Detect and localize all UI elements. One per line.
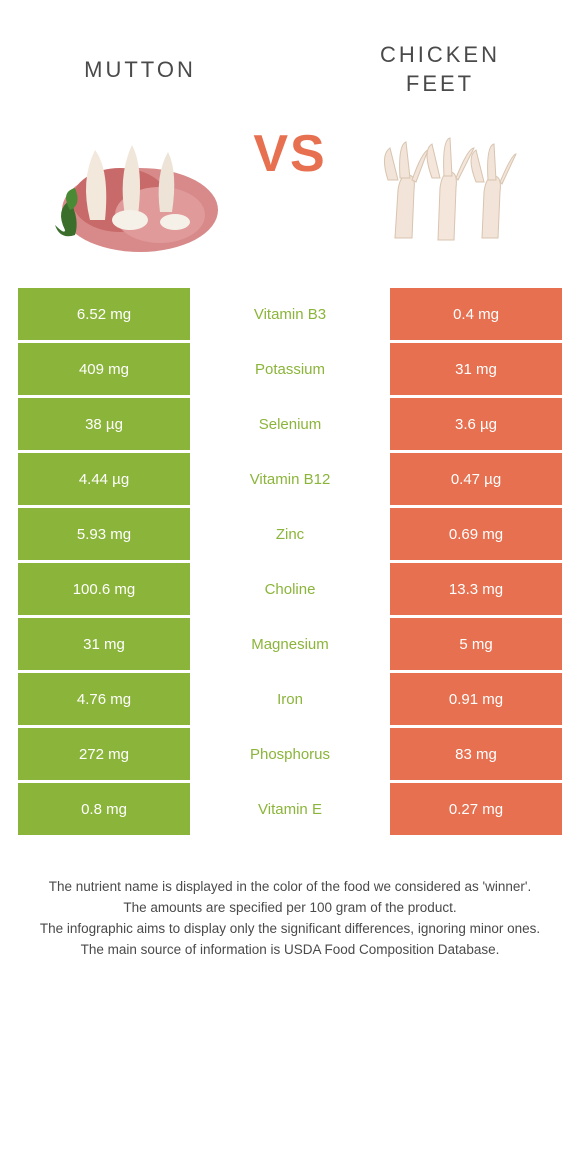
right-value: 13.3 mg bbox=[390, 563, 562, 615]
right-value: 5 mg bbox=[390, 618, 562, 670]
footnote: The main source of information is USDA F… bbox=[28, 941, 552, 960]
nutrient-label: Selenium bbox=[190, 398, 390, 450]
left-value: 4.76 mg bbox=[18, 673, 190, 725]
mutton-image bbox=[40, 120, 240, 260]
right-value: 0.47 µg bbox=[390, 453, 562, 505]
nutrient-row: 38 µgSelenium3.6 µg bbox=[18, 398, 562, 450]
nutrient-label: Choline bbox=[190, 563, 390, 615]
right-value: 0.27 mg bbox=[390, 783, 562, 835]
left-value: 409 mg bbox=[18, 343, 190, 395]
nutrient-table: 6.52 mgVitamin B30.4 mg409 mgPotassium31… bbox=[0, 288, 580, 835]
nutrient-row: 100.6 mgCholine13.3 mg bbox=[18, 563, 562, 615]
right-value: 0.69 mg bbox=[390, 508, 562, 560]
right-value: 0.91 mg bbox=[390, 673, 562, 725]
right-food-title: CHICKEN FEET bbox=[380, 40, 500, 100]
header: MUTTON VS CHICKEN FEET bbox=[0, 0, 580, 280]
left-value: 0.8 mg bbox=[18, 783, 190, 835]
right-value: 31 mg bbox=[390, 343, 562, 395]
nutrient-row: 272 mgPhosphorus83 mg bbox=[18, 728, 562, 780]
nutrient-label: Phosphorus bbox=[190, 728, 390, 780]
right-value: 83 mg bbox=[390, 728, 562, 780]
right-value: 0.4 mg bbox=[390, 288, 562, 340]
right-value: 3.6 µg bbox=[390, 398, 562, 450]
nutrient-row: 4.44 µgVitamin B120.47 µg bbox=[18, 453, 562, 505]
nutrient-label: Vitamin E bbox=[190, 783, 390, 835]
right-food-column: CHICKEN FEET bbox=[330, 40, 550, 260]
nutrient-label: Zinc bbox=[190, 508, 390, 560]
nutrient-row: 0.8 mgVitamin E0.27 mg bbox=[18, 783, 562, 835]
footnote: The infographic aims to display only the… bbox=[28, 920, 552, 939]
nutrient-row: 4.76 mgIron0.91 mg bbox=[18, 673, 562, 725]
chicken-feet-image bbox=[340, 120, 540, 260]
left-value: 31 mg bbox=[18, 618, 190, 670]
left-food-title: MUTTON bbox=[84, 40, 196, 100]
nutrient-row: 31 mgMagnesium5 mg bbox=[18, 618, 562, 670]
nutrient-label: Potassium bbox=[190, 343, 390, 395]
nutrient-label: Magnesium bbox=[190, 618, 390, 670]
nutrient-row: 6.52 mgVitamin B30.4 mg bbox=[18, 288, 562, 340]
nutrient-row: 5.93 mgZinc0.69 mg bbox=[18, 508, 562, 560]
left-value: 100.6 mg bbox=[18, 563, 190, 615]
left-value: 272 mg bbox=[18, 728, 190, 780]
vs-label: VS bbox=[253, 124, 326, 184]
nutrient-label: Vitamin B12 bbox=[190, 453, 390, 505]
left-value: 6.52 mg bbox=[18, 288, 190, 340]
nutrient-row: 409 mgPotassium31 mg bbox=[18, 343, 562, 395]
nutrient-label: Iron bbox=[190, 673, 390, 725]
left-food-column: MUTTON bbox=[30, 40, 250, 260]
footnote: The nutrient name is displayed in the co… bbox=[28, 878, 552, 897]
footnote: The amounts are specified per 100 gram o… bbox=[28, 899, 552, 918]
nutrient-label: Vitamin B3 bbox=[190, 288, 390, 340]
footnotes: The nutrient name is displayed in the co… bbox=[0, 838, 580, 960]
left-value: 38 µg bbox=[18, 398, 190, 450]
left-value: 4.44 µg bbox=[18, 453, 190, 505]
left-value: 5.93 mg bbox=[18, 508, 190, 560]
